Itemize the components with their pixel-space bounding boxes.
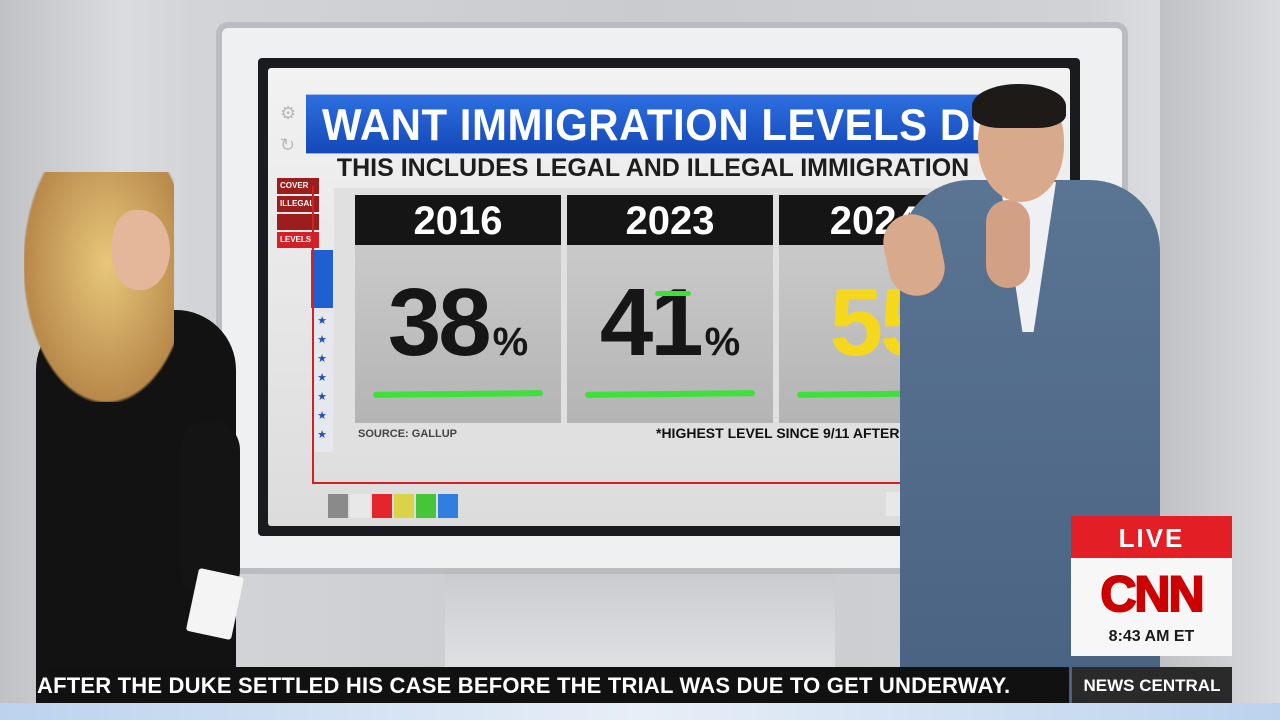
telestrator-underline xyxy=(584,390,756,398)
stat-year: 2023 xyxy=(567,195,773,245)
telestrator-mark xyxy=(655,291,691,296)
stat-year: 2016 xyxy=(355,195,561,245)
side-tag-cover: COVER xyxy=(277,178,319,194)
stat-number: 41 xyxy=(599,269,704,376)
side-tag-blank xyxy=(277,214,319,230)
palette-swatch[interactable] xyxy=(328,494,348,518)
side-tag-levels: LEVELS xyxy=(277,232,319,248)
stat-number: 38 xyxy=(387,269,492,376)
palette-swatch[interactable] xyxy=(394,494,414,518)
stat-value: 38% xyxy=(355,275,561,390)
presenter-man-hair xyxy=(972,84,1066,128)
side-accent-bar xyxy=(311,250,333,308)
star-icon-column: ★ ★ ★ ★ ★ ★ ★ xyxy=(311,312,333,452)
undo-icon: ↻ xyxy=(280,135,296,155)
bottom-strip xyxy=(0,703,1280,720)
stat-value: 41% xyxy=(567,275,773,390)
palette-swatch[interactable] xyxy=(416,494,436,518)
palette-swatch[interactable] xyxy=(438,494,458,518)
program-label: NEWS CENTRAL xyxy=(1072,667,1232,703)
stat-unit: % xyxy=(492,320,529,364)
cnn-logo: CNN xyxy=(1099,565,1205,623)
color-palette-left xyxy=(328,494,460,518)
source-credit: SOURCE: GALLUP xyxy=(358,428,457,440)
anchor-woman-face xyxy=(112,210,170,290)
network-bug-body: CNN 8:43 AM ET xyxy=(1071,558,1232,656)
stat-column-2016: 2016 38% xyxy=(355,195,561,423)
stat-unit: % xyxy=(704,320,741,364)
network-bug: LIVE CNN 8:43 AM ET xyxy=(1071,516,1232,656)
graphic-headline: WANT IMMIGRATION LEVELS DECREAS xyxy=(306,94,1000,154)
gear-icon: ⚙ xyxy=(280,103,297,123)
graphic-subhead: THIS INCLUDES LEGAL AND ILLEGAL IMMIGRAT… xyxy=(336,154,970,182)
clock-time: 8:43 AM ET xyxy=(1108,628,1195,645)
footnote: *HIGHEST LEVEL SINCE 9/11 AFTERMATH xyxy=(656,425,939,441)
presenter-man-hand xyxy=(986,200,1030,288)
news-ticker: AFTER THE DUKE SETTLED HIS CASE BEFORE T… xyxy=(37,667,1069,703)
palette-swatch[interactable] xyxy=(350,494,370,518)
telestrator-underline xyxy=(372,390,544,398)
stat-column-2023: 2023 41% xyxy=(567,195,773,423)
palette-swatch[interactable] xyxy=(372,494,392,518)
live-badge: LIVE xyxy=(1071,516,1232,558)
side-tag-illegal: ILLEGAL xyxy=(277,196,319,212)
side-tag-list: COVER ILLEGAL LEVELS xyxy=(277,178,319,250)
ticker-text: AFTER THE DUKE SETTLED HIS CASE BEFORE T… xyxy=(37,673,1011,698)
